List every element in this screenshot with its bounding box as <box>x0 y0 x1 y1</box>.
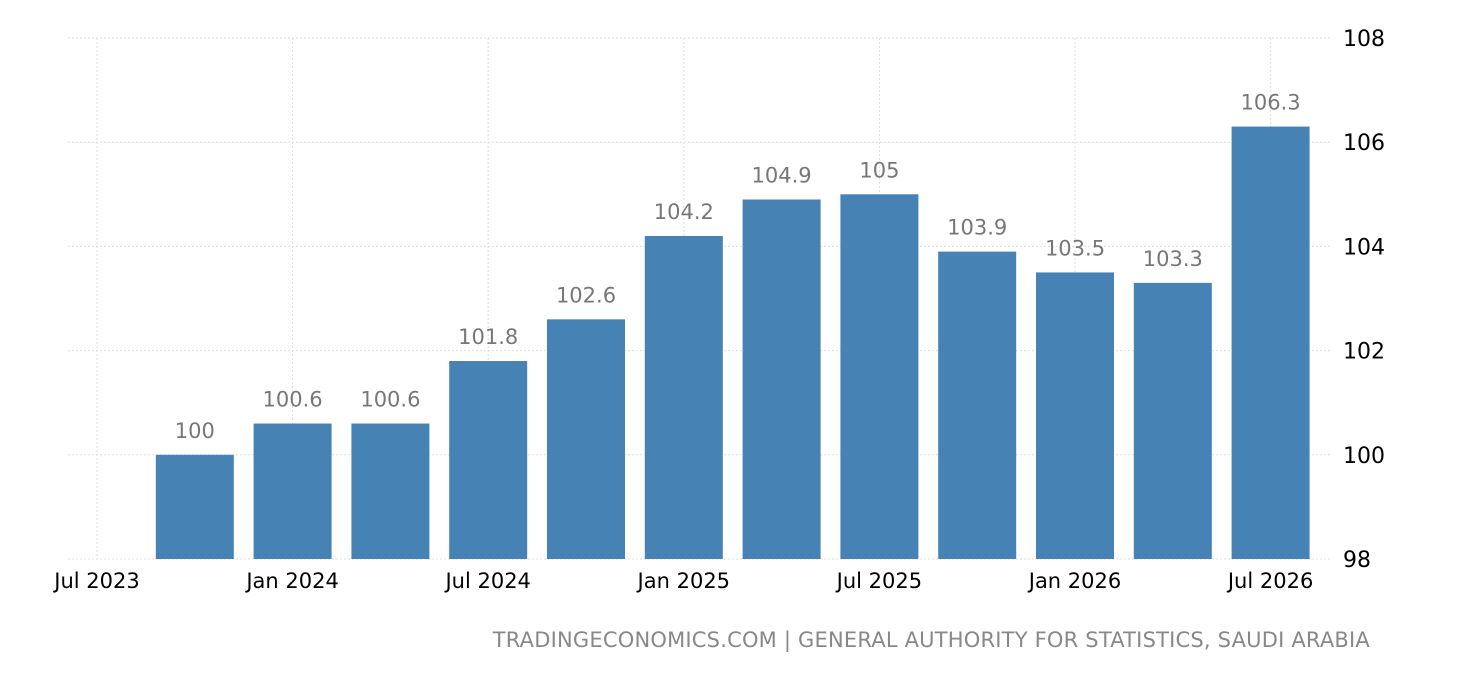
value-label: 103.3 <box>1143 247 1203 271</box>
bar <box>351 423 430 559</box>
value-label: 103.5 <box>1045 236 1105 260</box>
y-tick-label-98: 98 <box>1343 548 1371 573</box>
x-tick-label: Jul 2024 <box>443 569 530 593</box>
y-tick-label-104: 104 <box>1343 235 1385 260</box>
bar <box>742 199 821 559</box>
value-labels-layer: 100 100.6 100.6 101.8 102.6 104.2 104.9 105 103.… <box>175 91 1301 443</box>
value-label: 100.6 <box>360 388 420 412</box>
y-tick-label-102: 102 <box>1343 340 1385 365</box>
bar <box>155 454 234 559</box>
bar <box>547 319 625 559</box>
bar <box>1133 282 1212 559</box>
bars-layer <box>155 126 1310 560</box>
value-label: 104.2 <box>654 200 714 224</box>
value-label: 101.8 <box>458 325 518 349</box>
value-label: 105 <box>859 158 899 182</box>
bar-chart: 100 100.6 100.6 101.8 102.6 104.2 104.9 105 103.… <box>52 27 1385 593</box>
y-tick-label-108: 108 <box>1343 27 1385 52</box>
x-tick-label: Jul 2025 <box>835 569 922 593</box>
bar <box>1231 126 1310 559</box>
bar <box>938 251 1017 560</box>
x-tick-label: Jan 2026 <box>1027 569 1122 593</box>
x-tick-label: Jul 2023 <box>52 569 139 593</box>
value-label: 103.9 <box>947 216 1007 240</box>
x-tick-label: Jul 2026 <box>1226 569 1313 593</box>
x-tick-label: Jan 2025 <box>636 569 731 593</box>
y-axis: 98 100 102 104 106 108 <box>1343 27 1385 573</box>
value-label: 104.9 <box>752 164 812 188</box>
bar <box>644 235 723 560</box>
value-label: 100 <box>175 419 215 443</box>
bar <box>840 194 919 560</box>
source-credit: TRADINGECONOMICS.COM | GENERAL AUTHORITY… <box>492 628 1370 652</box>
value-label: 102.6 <box>556 283 616 307</box>
y-tick-label-106: 106 <box>1343 131 1385 156</box>
value-label: 100.6 <box>263 388 323 412</box>
x-tick-label: Jan 2024 <box>244 569 339 593</box>
x-axis: Jul 2023 Jan 2024 Jul 2024 Jan 2025 Jul 2025… <box>52 569 1313 593</box>
y-tick-label-100: 100 <box>1343 444 1385 469</box>
bar <box>449 361 528 559</box>
value-label: 106.3 <box>1241 91 1301 115</box>
bar <box>1036 272 1114 559</box>
bar <box>253 423 332 559</box>
